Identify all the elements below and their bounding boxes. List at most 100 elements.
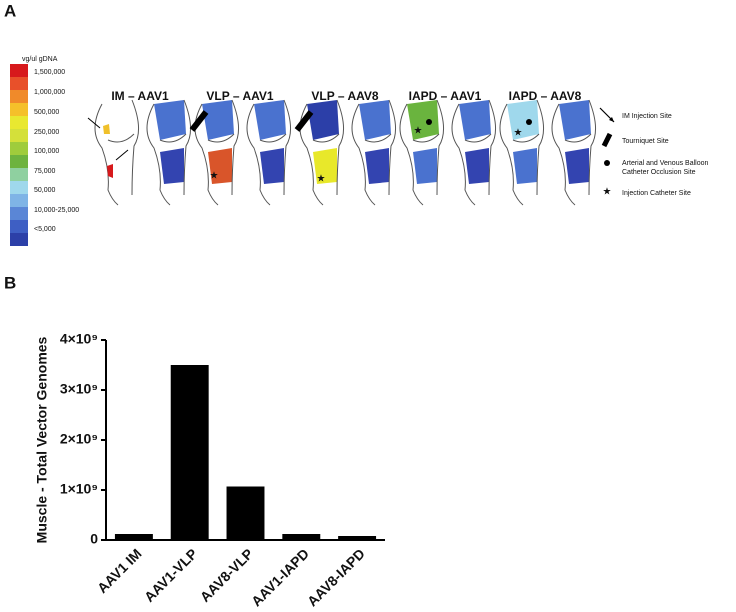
lower-leg [365,148,389,184]
scale-label: 50,000 [34,187,56,194]
star-icon: ★ [414,126,423,137]
key-label: Tourniquet Site [622,138,669,145]
knee-outline [464,133,492,143]
tourniquet-icon [189,110,209,132]
panel-label: B [4,273,16,292]
group-title: IAPD – AAV8 [509,89,582,103]
group-title: VLP – AAV1 [206,89,273,103]
group-title: IM – AAV1 [111,89,169,103]
x-tick-label: AAV8-IAPD [304,545,368,609]
knee-outline [364,133,392,143]
star-icon: ★ [603,187,612,198]
y-axis-label: Muscle - Total Vector Genomes [34,336,50,543]
knee-outline [312,133,340,143]
leg-outline [488,99,496,196]
lower-leg [565,148,589,184]
thigh [459,100,491,140]
injection-patch [107,164,113,178]
leg-outline [536,99,544,196]
leg-outline [351,103,376,206]
scale-swatch [10,233,28,246]
thigh [507,100,539,140]
leg-outline [283,99,291,196]
x-tick-label: AAV8-VLP [197,545,257,605]
injection-patch [103,124,110,134]
scale-swatch [10,90,28,103]
x-tick-label: AAV1 IM [94,545,145,596]
leg-outline [499,103,524,206]
group-title: VLP – AAV8 [311,89,378,103]
y-tick-label: 0 [90,531,98,547]
knee-outline [512,133,540,143]
scale-label: 250,000 [34,129,59,136]
lower-leg [260,148,284,184]
lower-leg [108,148,132,184]
thigh [359,100,391,140]
group-title: IAPD – AAV1 [409,89,482,103]
lower-leg [513,148,537,184]
balloon-icon [604,160,610,166]
x-tick-label: AAV1-VLP [141,545,201,605]
scale-title: vg/ul gDNA [22,56,58,63]
scale-swatch [10,116,28,129]
leg-outline [146,103,171,206]
knee-outline [564,133,592,143]
tourniquet-icon [294,110,314,132]
leg-outline [131,99,139,196]
thigh [202,100,234,140]
scale-swatch [10,77,28,90]
bar [170,365,209,540]
thigh [559,100,591,140]
leg-outline [588,99,596,196]
scale-swatch [10,220,28,233]
y-tick-label: 4×10⁹ [60,331,98,347]
tourniquet-icon [601,132,613,148]
scale-swatch [10,207,28,220]
scale-swatch [10,168,28,181]
scale-label: 1,500,000 [34,69,65,76]
arrow-head [609,117,614,122]
thigh [307,100,339,140]
thigh [154,100,186,140]
star-icon: ★ [210,171,219,182]
scale-label: 1,000,000 [34,89,65,96]
knee-outline [412,133,440,143]
arrow-icon [87,117,101,129]
leg-outline [183,99,191,196]
lower-leg [160,148,184,184]
star-icon: ★ [317,174,326,185]
lower-leg [313,148,337,184]
leg-outline [399,103,424,206]
bar [226,486,265,540]
scale-swatch [10,194,28,207]
scale-swatch [10,103,28,116]
scale-label: 10,000-25,000 [34,207,79,214]
scale-swatch [10,181,28,194]
knee-outline [107,133,135,143]
knee-outline [207,133,235,143]
y-tick-label: 3×10⁹ [60,381,98,397]
leg-outline [436,99,444,196]
balloon-icon [526,119,532,125]
knee-outline [159,133,187,143]
scale-label: <5,000 [34,226,56,233]
scale-label: 100,000 [34,148,59,155]
star-icon: ★ [514,128,523,139]
scale-swatch [10,142,28,155]
thigh [407,100,439,140]
leg-outline [246,103,271,206]
leg-outline [231,99,239,196]
key-label: Injection Catheter Site [622,190,691,197]
scale-label: 500,000 [34,109,59,116]
leg-outline [551,103,576,206]
thigh [254,100,286,140]
scale-swatch [10,64,28,77]
knee-outline [259,133,287,143]
x-tick-label: AAV1-IAPD [248,545,312,609]
scale-label: 75,000 [34,168,56,175]
arrow-icon [115,149,129,161]
bar [338,536,377,540]
y-tick-label: 2×10⁹ [60,431,98,447]
bar [282,534,321,540]
key-label: IM Injection Site [622,113,672,120]
